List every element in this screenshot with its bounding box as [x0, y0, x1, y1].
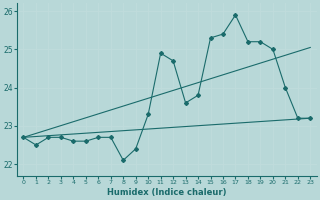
X-axis label: Humidex (Indice chaleur): Humidex (Indice chaleur) [107, 188, 227, 197]
